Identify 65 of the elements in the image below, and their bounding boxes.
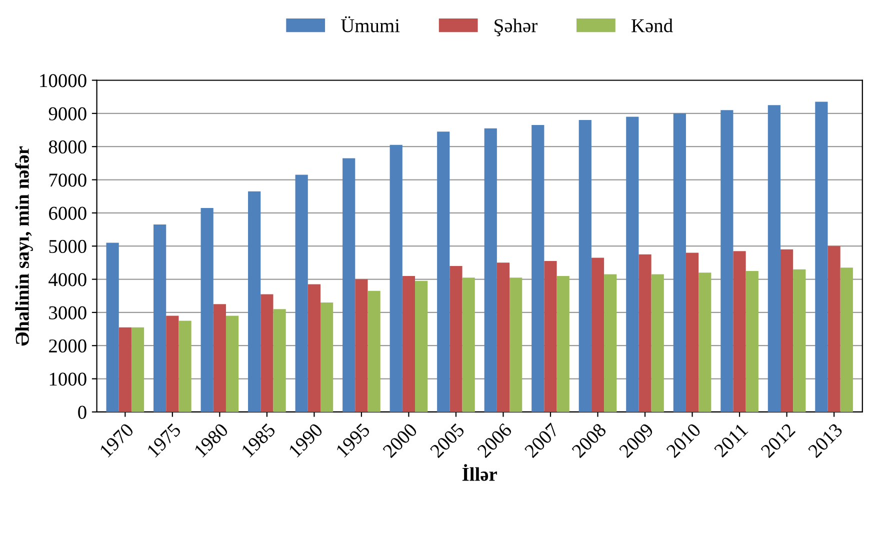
y-tick-label: 8000 (48, 140, 86, 154)
bar (308, 284, 320, 412)
bar (248, 191, 261, 412)
x-tick-label: 2011 (714, 422, 748, 458)
y-tick-label: 5000 (49, 240, 86, 254)
bar (320, 302, 334, 412)
x-axis-title: İllər (462, 464, 497, 481)
bar (698, 272, 712, 412)
bar (686, 252, 699, 412)
bar (450, 266, 462, 412)
bar (437, 132, 450, 412)
bar (815, 102, 828, 412)
bar (295, 174, 308, 412)
bar (131, 327, 144, 412)
bar (260, 294, 274, 412)
bar (768, 105, 780, 412)
legend-label: Ümumi (340, 16, 400, 32)
bar (415, 280, 428, 412)
y-tick-label: 3000 (49, 306, 86, 320)
legend-label: Şəhər (494, 18, 538, 36)
bar (578, 120, 592, 412)
bar (651, 274, 664, 412)
bar (462, 278, 475, 412)
bar (496, 262, 510, 412)
y-tick-label: 1000 (50, 372, 86, 386)
legend-label: Kənd (632, 18, 673, 32)
bar (106, 242, 119, 412)
bar (733, 251, 746, 412)
bar (484, 128, 497, 412)
bar (780, 249, 794, 412)
bar (840, 268, 853, 412)
y-tick-label: 7000 (49, 174, 86, 187)
bar (226, 316, 239, 412)
bar (720, 110, 734, 412)
y-tick-label: 4000 (48, 273, 86, 286)
y-axis-title: Əhalinin sayı, min nəfər (15, 146, 33, 346)
bar (591, 258, 604, 412)
bar (368, 290, 380, 412)
bar (178, 320, 192, 412)
bar (390, 144, 402, 412)
bar (166, 316, 179, 412)
bar (673, 113, 686, 412)
y-tick-label: 10000 (40, 74, 86, 88)
bar (200, 208, 214, 412)
bar (510, 278, 522, 412)
bar (532, 125, 544, 412)
bar (342, 158, 356, 412)
bar (828, 246, 840, 412)
bar (402, 276, 416, 412)
y-tick-label: 6000 (49, 206, 86, 220)
bar (556, 276, 570, 412)
bar (638, 254, 652, 412)
bar (355, 279, 368, 412)
bar (793, 269, 806, 412)
bar (746, 270, 758, 412)
bar (273, 309, 286, 412)
bar (604, 274, 617, 412)
bar (213, 304, 226, 412)
bar (118, 327, 132, 412)
y-tick-label: 0 (78, 406, 86, 419)
y-tick-label: 2000 (49, 339, 86, 353)
bar (626, 116, 639, 412)
bar (544, 261, 557, 412)
y-tick-label: 9000 (48, 107, 86, 120)
bar (154, 224, 166, 412)
